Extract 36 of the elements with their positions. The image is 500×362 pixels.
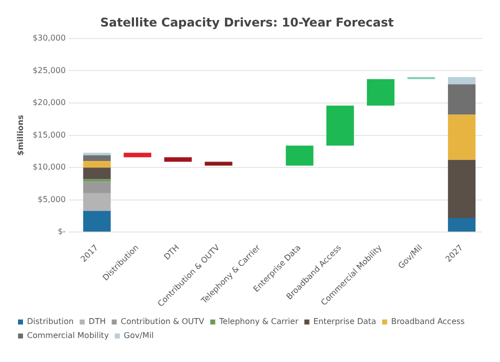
legend-label: Enterprise Data — [313, 317, 376, 326]
bar — [83, 161, 111, 168]
bar — [366, 79, 394, 106]
bar — [83, 210, 111, 232]
y-tick-label: $5,000 — [38, 194, 66, 204]
bar — [83, 152, 111, 156]
legend-label: Telephony & Carrier — [218, 317, 300, 326]
y-tick-label: $- — [58, 227, 66, 236]
bar — [448, 160, 476, 218]
legend-label: DTH — [88, 317, 106, 326]
bar — [83, 182, 111, 194]
chart-title: Satellite Capacity Drivers: 10-Year Forecast — [100, 15, 394, 30]
bar — [83, 168, 111, 180]
bar — [448, 77, 476, 84]
y-tick-label: $10,000 — [32, 162, 66, 172]
y-axis-title: $millions — [16, 114, 25, 156]
bar — [83, 193, 111, 211]
bar — [204, 162, 232, 166]
bar — [124, 152, 152, 158]
legend-label: Gov/Mil — [124, 331, 154, 340]
legend-label: Distribution — [27, 317, 74, 326]
y-tick-label: $20,000 — [32, 98, 66, 108]
bar — [448, 84, 476, 115]
y-tick-label: $30,000 — [32, 33, 66, 42]
bar — [286, 146, 314, 166]
legend-label: Broadband Access — [391, 317, 465, 326]
bar — [164, 157, 192, 162]
y-tick-label: $15,000 — [32, 130, 66, 140]
legend-label: Commercial Mobility — [27, 331, 110, 340]
bar — [448, 114, 476, 160]
bar — [83, 179, 111, 182]
y-tick-label: $25,000 — [32, 66, 66, 75]
bar — [83, 155, 111, 162]
bar — [326, 106, 354, 146]
legend-label: Contribution & OUTV — [120, 317, 205, 326]
bar — [448, 218, 476, 232]
